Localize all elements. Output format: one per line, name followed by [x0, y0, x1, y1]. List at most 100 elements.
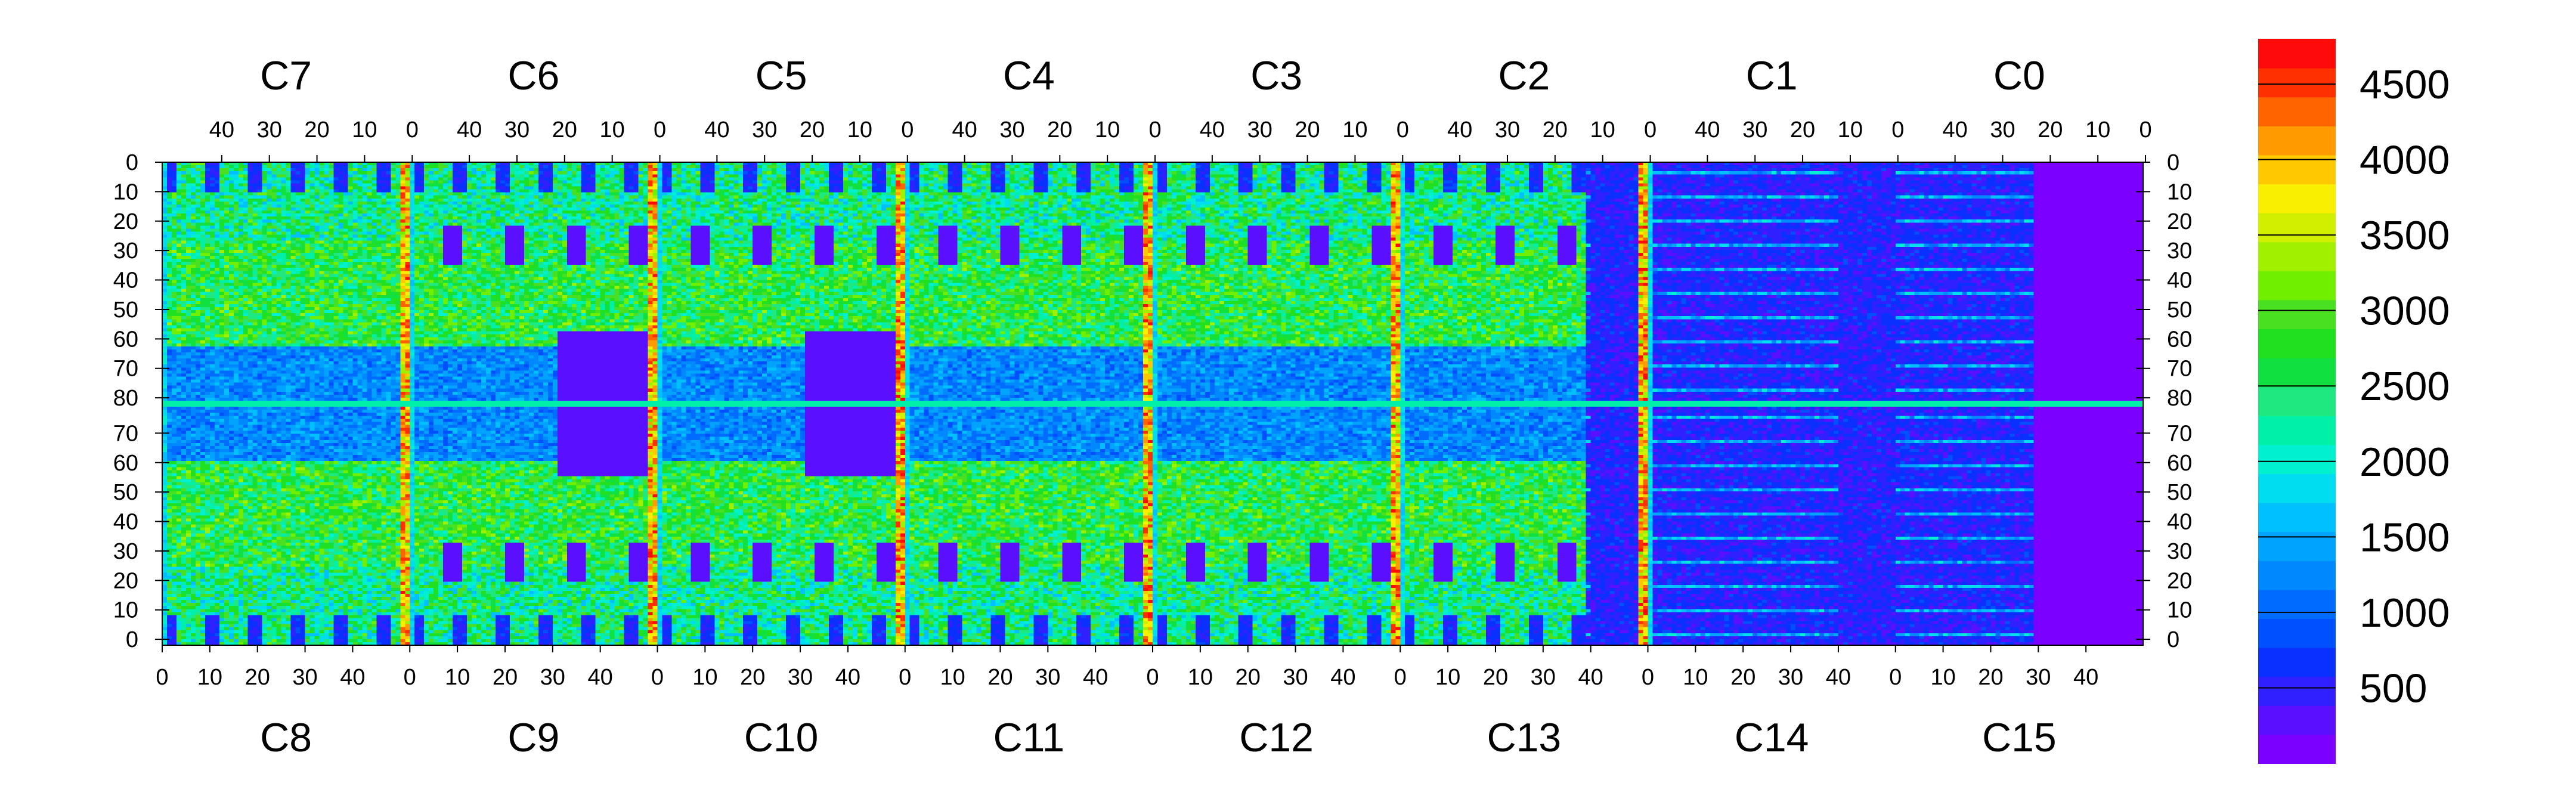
- y-tick-label-left: 10: [113, 598, 138, 623]
- x-tick-label-top: 10: [600, 117, 625, 143]
- colorbar-tick-label: 500: [2360, 665, 2427, 711]
- x-tick-label-top: 40: [1200, 117, 1225, 143]
- y-tick-label-right: 50: [2167, 480, 2192, 505]
- x-tick-label-top: 40: [1695, 117, 1720, 143]
- x-tick-label-bottom: 20: [1483, 665, 1508, 690]
- x-tick-label-bottom: 40: [1826, 665, 1851, 690]
- x-tick-label-top: 20: [304, 117, 329, 143]
- chip-label-bottom: C11: [993, 715, 1065, 760]
- x-tick-label-top: 30: [1742, 117, 1767, 143]
- x-tick-label-bottom: 20: [1730, 665, 1755, 690]
- x-tick-label-top: 10: [847, 117, 872, 143]
- x-tick-label-bottom: 40: [1083, 665, 1108, 690]
- x-tick-label-bottom: 10: [197, 665, 222, 690]
- y-tick-label-right: 0: [2167, 627, 2179, 652]
- x-tick-label-top: 10: [1590, 117, 1615, 143]
- chip-label-bottom: C15: [1982, 715, 2057, 760]
- x-tick-label-top: 30: [1247, 117, 1272, 143]
- chip-label-bottom: C8: [260, 715, 312, 760]
- colorbar-band: [2258, 386, 2336, 416]
- y-tick-label-left: 50: [113, 480, 138, 505]
- chip-label-top: C4: [1003, 53, 1055, 98]
- x-tick-label-top: 0: [901, 117, 914, 143]
- x-tick-label-bottom: 0: [899, 665, 911, 690]
- colorbar-band: [2258, 125, 2336, 156]
- y-tick-label-left: 0: [126, 627, 138, 652]
- x-tick-label-top: 40: [1942, 117, 1967, 143]
- x-tick-label-bottom: 0: [156, 665, 168, 690]
- chip-label-top: C5: [756, 53, 807, 98]
- x-tick-label-top: 0: [1148, 117, 1161, 143]
- chip-label-bottom: C10: [744, 715, 819, 760]
- chip-label-top: C2: [1498, 53, 1550, 98]
- x-tick-label-bottom: 10: [1683, 665, 1708, 690]
- x-tick-label-top: 0: [406, 117, 419, 143]
- colorbar-band: [2258, 502, 2336, 533]
- y-tick-label-right: 40: [2167, 510, 2192, 535]
- y-tick-label-right: 40: [2167, 268, 2192, 293]
- x-tick-label-top: 40: [209, 117, 234, 143]
- x-tick-label-top: 0: [2139, 117, 2151, 143]
- colorbar-tick-label: 1000: [2360, 590, 2450, 636]
- y-tick-label-right: 10: [2167, 598, 2192, 623]
- x-tick-label-top: 20: [1047, 117, 1072, 143]
- x-tick-label-bottom: 10: [692, 665, 717, 690]
- x-tick-label-top: 10: [2085, 117, 2110, 143]
- x-tick-label-top: 40: [952, 117, 977, 143]
- y-tick-label-left: 50: [113, 298, 138, 323]
- y-tick-label-right: 10: [2167, 179, 2192, 205]
- chip-label-bottom: C9: [507, 715, 559, 760]
- y-tick-label-left: 40: [113, 510, 138, 535]
- chip-label-bottom: C12: [1239, 715, 1314, 760]
- colorbar-tick-label: 1500: [2360, 515, 2450, 560]
- y-tick-label-right: 30: [2167, 539, 2192, 564]
- colorbar-band: [2258, 415, 2336, 445]
- heatmap-cells: [162, 162, 2143, 645]
- colorbar-tick-label: 3000: [2360, 289, 2450, 334]
- y-tick-label-right: 20: [2167, 568, 2192, 593]
- y-tick-label-right: 80: [2167, 386, 2192, 411]
- x-tick-label-bottom: 30: [292, 665, 317, 690]
- y-tick-label-left: 60: [113, 327, 138, 352]
- y-tick-label-right: 20: [2167, 209, 2192, 234]
- x-tick-label-bottom: 0: [404, 665, 416, 690]
- x-tick-label-top: 10: [1095, 117, 1120, 143]
- y-tick-label-left: 10: [113, 179, 138, 205]
- x-tick-label-top: 40: [1447, 117, 1472, 143]
- y-tick-label-left: 80: [113, 386, 138, 411]
- x-tick-label-bottom: 30: [1035, 665, 1060, 690]
- y-tick-label-right: 60: [2167, 451, 2192, 476]
- colorbar: 500 1000 1500 2000 2500 3000 3500 4000 4500: [2258, 39, 2450, 764]
- x-tick-label-bottom: 0: [651, 665, 664, 690]
- y-tick-label-left: 20: [113, 568, 138, 593]
- colorbar-tick-label: 4000: [2360, 138, 2450, 183]
- colorbar-band: [2258, 676, 2336, 706]
- colorbar-band: [2258, 705, 2336, 735]
- colorbar-tick-label: 2500: [2360, 364, 2450, 409]
- colorbar-band: [2258, 97, 2336, 126]
- y-tick-label-left: 30: [113, 539, 138, 564]
- chip-label-top: C0: [1993, 53, 2045, 98]
- chip-label-top: C6: [507, 53, 559, 98]
- colorbar-tick-label: 3500: [2360, 213, 2450, 258]
- x-tick-label-top: 30: [1990, 117, 2015, 143]
- colorbar-band: [2258, 39, 2336, 69]
- x-tick-label-bottom: 10: [940, 665, 965, 690]
- x-tick-label-top: 20: [1543, 117, 1568, 143]
- x-tick-label-top: 30: [504, 117, 530, 143]
- colorbar-band: [2258, 329, 2336, 358]
- x-tick-label-bottom: 30: [1283, 665, 1308, 690]
- x-tick-label-top: 0: [1397, 117, 1409, 143]
- chip-label-top: C1: [1746, 53, 1798, 98]
- colorbar-tick-label: 2000: [2360, 439, 2450, 485]
- x-tick-label-bottom: 40: [835, 665, 860, 690]
- x-tick-label-bottom: 10: [445, 665, 470, 690]
- x-tick-label-bottom: 20: [987, 665, 1013, 690]
- heatmap-image: [162, 162, 2143, 645]
- colorbar-band: [2258, 67, 2336, 98]
- x-tick-label-bottom: 40: [588, 665, 613, 690]
- x-tick-label-top: 40: [704, 117, 729, 143]
- x-tick-label-top: 20: [800, 117, 825, 143]
- x-tick-label-top: 20: [552, 117, 577, 143]
